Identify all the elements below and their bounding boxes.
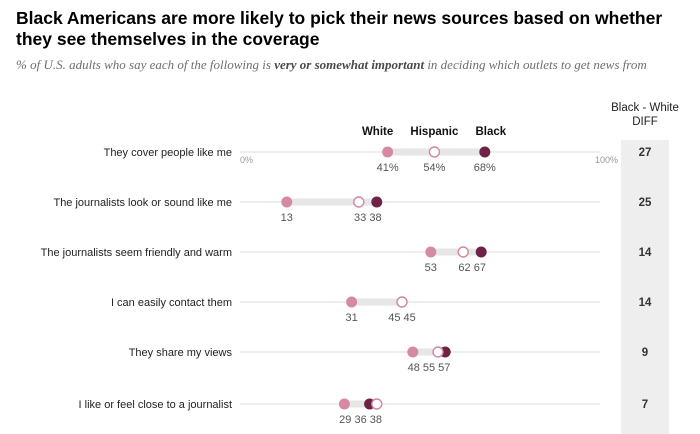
dot-white [346,296,358,308]
diff-value: 14 [639,247,652,259]
category-label: The journalists seem friendly and warm [41,247,232,259]
diff-value: 9 [642,347,648,359]
value-label: 62 67 [458,262,486,274]
category-label: The journalists look or sound like me [53,197,232,209]
diff-value: 14 [639,297,652,309]
dot-hispanic [457,246,469,258]
value-label: 68% [474,162,496,174]
value-label: 31 [345,312,357,324]
dot-hispanic [396,296,408,308]
diff-column-panel [621,140,669,434]
diff-header-line2: DIFF [632,116,658,128]
value-label: 48 55 57 [408,362,451,374]
value-label: 45 45 [388,312,416,324]
category-label: They cover people like me [104,147,232,159]
dot-hispanic [428,146,441,158]
legend-white: White [362,126,393,138]
subtitle-suffix: in deciding which outlets to get news fr… [424,57,647,72]
diff-value: 25 [639,197,652,209]
value-label: 13 [281,212,293,224]
dot-hispanic [371,398,383,410]
dot-white [382,146,394,158]
value-label: 53 [425,262,437,274]
chart-title: Black Americans are more likely to pick … [16,8,663,49]
dot-white [407,346,419,358]
dot-white [425,246,437,258]
value-label: 54% [423,162,445,174]
legend-hispanic: Hispanic [410,126,459,138]
dot-black [475,246,487,258]
dot-white [338,398,350,410]
value-label: 33 38 [354,212,382,224]
dot-white [281,196,293,208]
diff-value: 7 [642,399,648,411]
subtitle-emphasis: very or somewhat important [274,57,425,72]
value-label: 41% [377,162,399,174]
diff-header-line1: Black - White [611,102,679,114]
chart-subtitle: % of U.S. adults who say each of the fol… [16,57,688,73]
value-label: 29 36 38 [339,414,382,426]
dot-black [479,146,491,158]
axis-label-max: 100% [595,155,618,165]
category-label: I like or feel close to a journalist [79,399,232,411]
dot-hispanic [353,196,365,208]
dot-black [371,196,383,208]
dot-hispanic [432,346,444,358]
category-label: They share my views [129,347,233,359]
category-label: I can easily contact them [111,297,232,309]
axis-label-min: 0% [240,155,253,165]
diff-value: 27 [639,147,652,159]
legend-black: Black [475,126,506,138]
subtitle-prefix: % of U.S. adults who say each of the fol… [16,57,275,72]
